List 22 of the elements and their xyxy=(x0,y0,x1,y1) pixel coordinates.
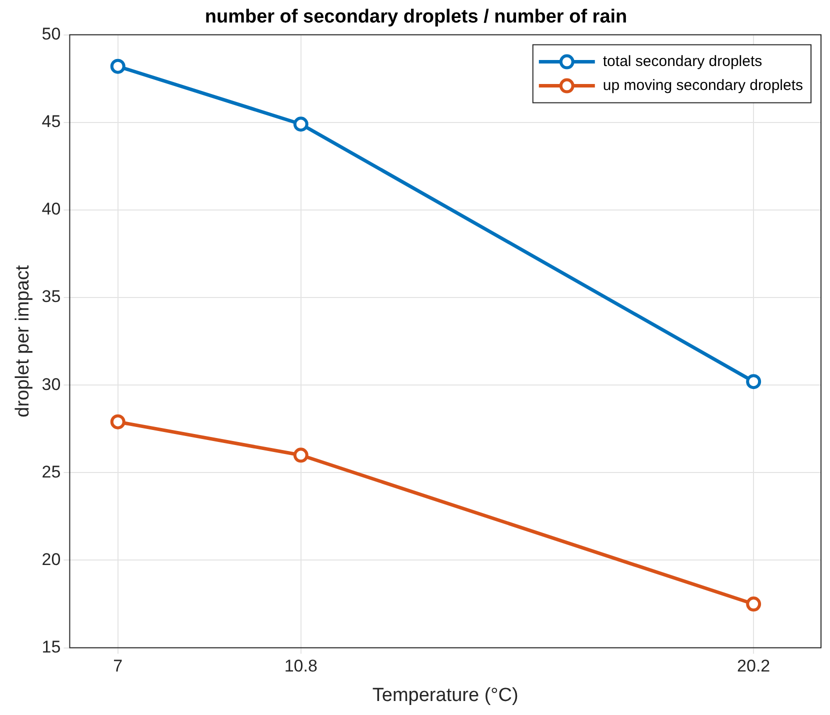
point xyxy=(110,58,126,74)
point xyxy=(746,596,762,612)
x-tick-label: 20.2 xyxy=(737,656,770,676)
point xyxy=(110,414,126,430)
y-tick-label: 15 xyxy=(42,637,61,656)
x-tick-label: 7 xyxy=(113,656,123,676)
chart-title: number of secondary droplets / number of rain xyxy=(204,6,628,28)
point xyxy=(746,374,762,390)
x-axis-title: Temperature (°C) xyxy=(372,684,518,706)
point xyxy=(293,448,308,463)
x-tick-label: 10.8 xyxy=(284,656,318,676)
y-tick-label: 20 xyxy=(42,550,61,569)
y-tick-label: 35 xyxy=(42,287,61,306)
y-tick-label: 30 xyxy=(42,374,61,394)
legend-label: up moving secondary droplets xyxy=(602,76,804,94)
y-tick-label: 40 xyxy=(42,200,61,219)
legend-label: total secondary droplets xyxy=(602,52,762,70)
y-axis-title: droplet per impact xyxy=(12,264,34,418)
y-tick-label: 45 xyxy=(42,112,61,132)
point xyxy=(293,116,308,132)
y-tick-label: 25 xyxy=(42,462,61,482)
y-tick-label: 50 xyxy=(42,24,61,44)
